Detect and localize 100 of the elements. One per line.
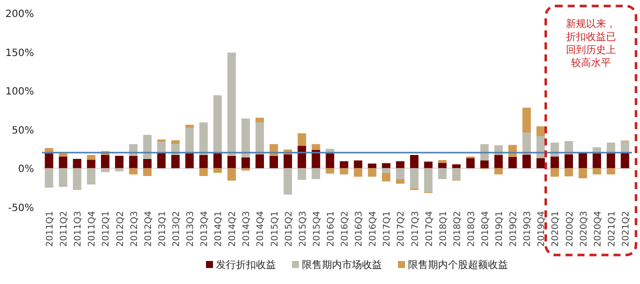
legend-label: 限售期内个股超额收益 [408, 259, 508, 271]
x-tick-label: 2019Q2 [509, 211, 520, 247]
bar [171, 155, 180, 168]
bar [256, 154, 264, 168]
x-tick-label: 2011Q1 [46, 211, 56, 247]
bar [58, 153, 68, 157]
bar [115, 156, 124, 168]
bar [58, 168, 68, 187]
bar [382, 172, 390, 182]
bar [284, 154, 292, 168]
bar [270, 156, 278, 168]
bar [592, 153, 602, 168]
bar [86, 168, 96, 184]
bar [620, 141, 630, 152]
bar [438, 162, 447, 168]
x-tick-label: 2020Q1 [551, 211, 562, 247]
bar [340, 161, 348, 168]
bar [536, 158, 545, 168]
bar [410, 168, 418, 188]
bar [424, 162, 433, 168]
bar [256, 122, 264, 154]
bar [340, 168, 348, 174]
x-tick-label: 2013Q3 [186, 211, 196, 247]
bar [578, 153, 588, 168]
bar [424, 168, 433, 192]
x-tick-label: 2019Q4 [537, 210, 548, 247]
bar [438, 160, 447, 163]
y-tick-label: -50% [8, 203, 34, 214]
bar [298, 133, 306, 146]
x-tick-label: 2011Q2 [60, 211, 70, 247]
y-tick-label: 0% [18, 164, 34, 176]
bar [157, 152, 166, 168]
bar [185, 124, 194, 128]
x-tick-label: 2012Q2 [116, 211, 126, 247]
bar [256, 118, 264, 122]
bar [312, 168, 320, 180]
x-tick-label: 2018Q4 [481, 210, 491, 247]
bar [44, 168, 54, 188]
bar [143, 134, 152, 159]
legend-label: 发行折扣收益 [216, 259, 276, 271]
bar [494, 155, 503, 168]
bar [578, 168, 588, 178]
x-tick-label: 2012Q3 [130, 211, 140, 247]
x-tick-label: 2019Q1 [495, 211, 506, 247]
bar [171, 140, 180, 144]
x-tick-label: 2016Q1 [326, 211, 336, 247]
bar [129, 168, 138, 174]
bar [508, 156, 517, 168]
bar [86, 160, 96, 168]
bar [522, 108, 531, 133]
bar [115, 168, 124, 172]
x-tick-label: 2016Q3 [354, 211, 365, 247]
x-tick-label: 2016Q4 [368, 210, 379, 247]
x-tick-label: 2014Q2 [228, 211, 238, 247]
bar [564, 154, 573, 168]
bar [480, 160, 489, 168]
y-tick-label: 100% [5, 86, 34, 98]
x-tick-label: 2015Q4 [312, 210, 322, 247]
bar [326, 168, 334, 174]
bar [396, 179, 404, 184]
bar [438, 168, 447, 180]
x-tick-label: 2012Q4 [144, 210, 154, 247]
bar [592, 168, 602, 174]
x-tick-label: 2021Q2 [621, 211, 632, 247]
x-tick-label: 2011Q3 [74, 211, 84, 247]
bar [284, 168, 292, 195]
x-tick-label: 2014Q3 [242, 211, 252, 247]
bar [227, 52, 236, 156]
bar [213, 95, 222, 154]
x-tick-label: 2014Q4 [256, 210, 266, 247]
bar [466, 158, 475, 168]
bar [157, 142, 166, 153]
x-tick-label: 2018Q1 [438, 211, 449, 247]
x-tick-label: 2016Q2 [340, 211, 351, 247]
bar [143, 158, 152, 168]
x-tick-label: 2017Q2 [396, 211, 407, 247]
bar [550, 156, 559, 168]
bar [72, 168, 82, 190]
x-tick-label: 2018Q3 [466, 211, 477, 247]
bar [86, 155, 96, 160]
bar [368, 164, 376, 168]
bar [241, 157, 250, 168]
bar [536, 126, 545, 136]
bar [58, 156, 68, 168]
bar [101, 168, 110, 172]
y-tick-label: 200% [5, 9, 34, 20]
x-tick-label: 2013Q2 [172, 211, 182, 247]
bar [396, 168, 404, 180]
bar [241, 168, 250, 171]
x-tick-label: 2020Q3 [579, 211, 590, 247]
bar [452, 168, 461, 180]
bar [410, 155, 418, 168]
bar [382, 168, 390, 173]
y-tick-label: 50% [12, 125, 34, 136]
x-tick-label: 2018Q2 [452, 211, 463, 247]
bar [312, 144, 320, 150]
bar [354, 160, 362, 168]
x-tick-label: 2017Q1 [382, 211, 393, 247]
y-tick-label: 150% [5, 48, 34, 59]
bar [298, 168, 306, 180]
